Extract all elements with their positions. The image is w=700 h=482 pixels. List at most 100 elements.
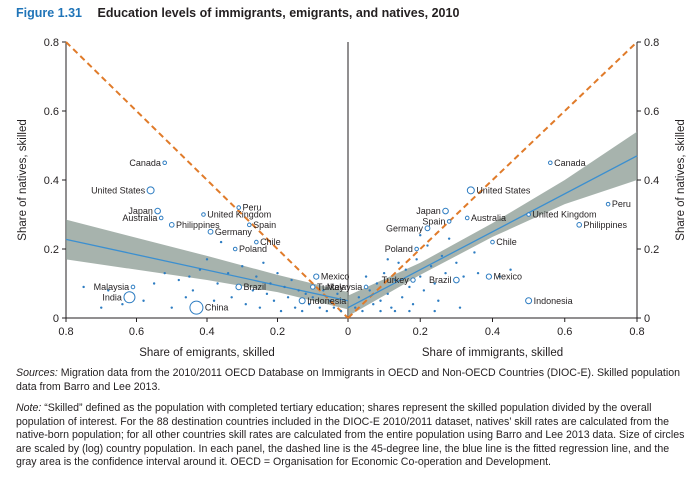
left-point-label: Indonesia [307,296,346,306]
right-data-point [440,254,444,258]
right-data-point [386,258,389,261]
right-data-point [357,296,361,299]
left-data-point [188,275,191,278]
right-x-tick-label: 0.8 [629,326,644,338]
left-point-label: Spain [253,220,276,230]
left-labeled-point [298,297,306,305]
right-point-label: Brazil [429,275,452,285]
left-point-label: Philippines [176,220,220,230]
left-data-point [216,282,219,285]
left-data-point [191,289,195,292]
left-x-tick-label: 0.2 [270,326,285,338]
left-data-point [82,285,85,289]
right-point-label: Poland [385,244,413,254]
right-point-label: Germany [386,223,424,233]
right-y-axis-label: Share of natives, skilled [675,119,687,240]
left-y-axis-label: Share of natives, skilled [17,119,29,240]
left-data-point [329,299,332,302]
left-data-point [177,278,180,282]
left-data-point [251,289,255,292]
right-x-tick-label: 0.4 [485,326,500,338]
left-point-label: Brazil [244,282,267,292]
right-x-tick-label: 0.2 [413,326,428,338]
left-labeled-point [235,283,243,291]
right-data-point [426,244,429,247]
left-x-tick-label: 0.6 [129,326,144,338]
left-data-point [286,296,290,299]
left-data-point [276,271,279,275]
left-data-point [308,303,311,306]
right-data-point [375,282,379,285]
left-point-label: United Kingdom [207,210,271,220]
right-labeled-point [576,222,583,228]
right-labeled-point [424,225,431,232]
left-point-label: Canada [129,158,161,168]
sources-text: Migration data from the 2010/2011 OECD D… [16,367,680,393]
left-labeled-point [168,222,175,228]
right-data-point [473,251,476,254]
right-data-point [408,309,411,313]
right-data-point [361,309,364,313]
right-data-point [476,271,480,275]
right-point-label: Indonesia [534,296,573,306]
right-labeled-point [453,276,460,284]
right-point-label: Malaysia [327,282,363,292]
left-x-tick-label: 0.4 [199,326,214,338]
left-data-point [332,306,336,309]
right-data-point [422,289,426,292]
left-data-point [100,306,103,309]
right-data-point [404,268,407,271]
right-data-point [447,237,451,240]
left-data-point [170,306,173,309]
left-y-tick-label: 0.2 [44,244,59,256]
left-data-point [198,268,202,271]
left-data-point [265,292,269,296]
left-labeled-point [162,160,167,166]
right-point-label: Spain [422,216,445,226]
left-labeled-point [310,284,316,290]
left-data-point [300,309,304,313]
left-labeled-point [123,291,136,304]
left-data-point [212,299,216,302]
left-data-point [121,303,124,306]
right-data-point [444,271,447,275]
right-point-label: Canada [554,158,586,168]
left-data-point [142,299,145,302]
right-data-point [509,268,512,271]
left-data-point [311,296,314,299]
left-data-point [279,309,283,313]
left-data-point [163,271,166,275]
right-data-point [397,261,400,264]
left-data-point [325,309,329,313]
left-x-tick-label: 0 [345,326,351,338]
right-data-point [400,296,404,299]
right-data-point [462,275,465,278]
left-data-point [269,282,272,285]
left-labeled-point [207,228,214,235]
left-data-point [107,289,110,292]
right-data-point [498,275,501,278]
left-point-label: China [205,303,229,313]
left-data-point [255,275,258,278]
left-point-label: India [102,292,122,302]
right-labeled-point [414,246,419,252]
right-labeled-point [410,277,416,283]
left-point-label: United States [91,185,146,195]
right-labeled-point [485,273,492,280]
right-data-point [455,261,458,264]
left-point-label: Malaysia [94,282,130,292]
left-point-label: Japan [128,206,153,216]
note-label: Note: [16,402,42,414]
left-y-tick-label: 0.6 [44,106,59,118]
chart-canvas: 0 00.2 0.20.4 0.40.6 0.60.8 0.80.8 0.6 0.4 0.2 0 0… [17,37,687,359]
left-labeled-point [236,205,242,210]
left-data-point [322,289,325,292]
right-data-point [393,309,397,313]
left-labeled-point [189,300,204,315]
right-data-point [458,306,462,309]
right-y-tick-label: 0.4 [644,175,659,187]
left-data-point [339,309,343,313]
right-labeled-point [525,297,533,305]
right-point-label: Peru [612,199,631,209]
right-point-label: Philippines [584,220,628,230]
